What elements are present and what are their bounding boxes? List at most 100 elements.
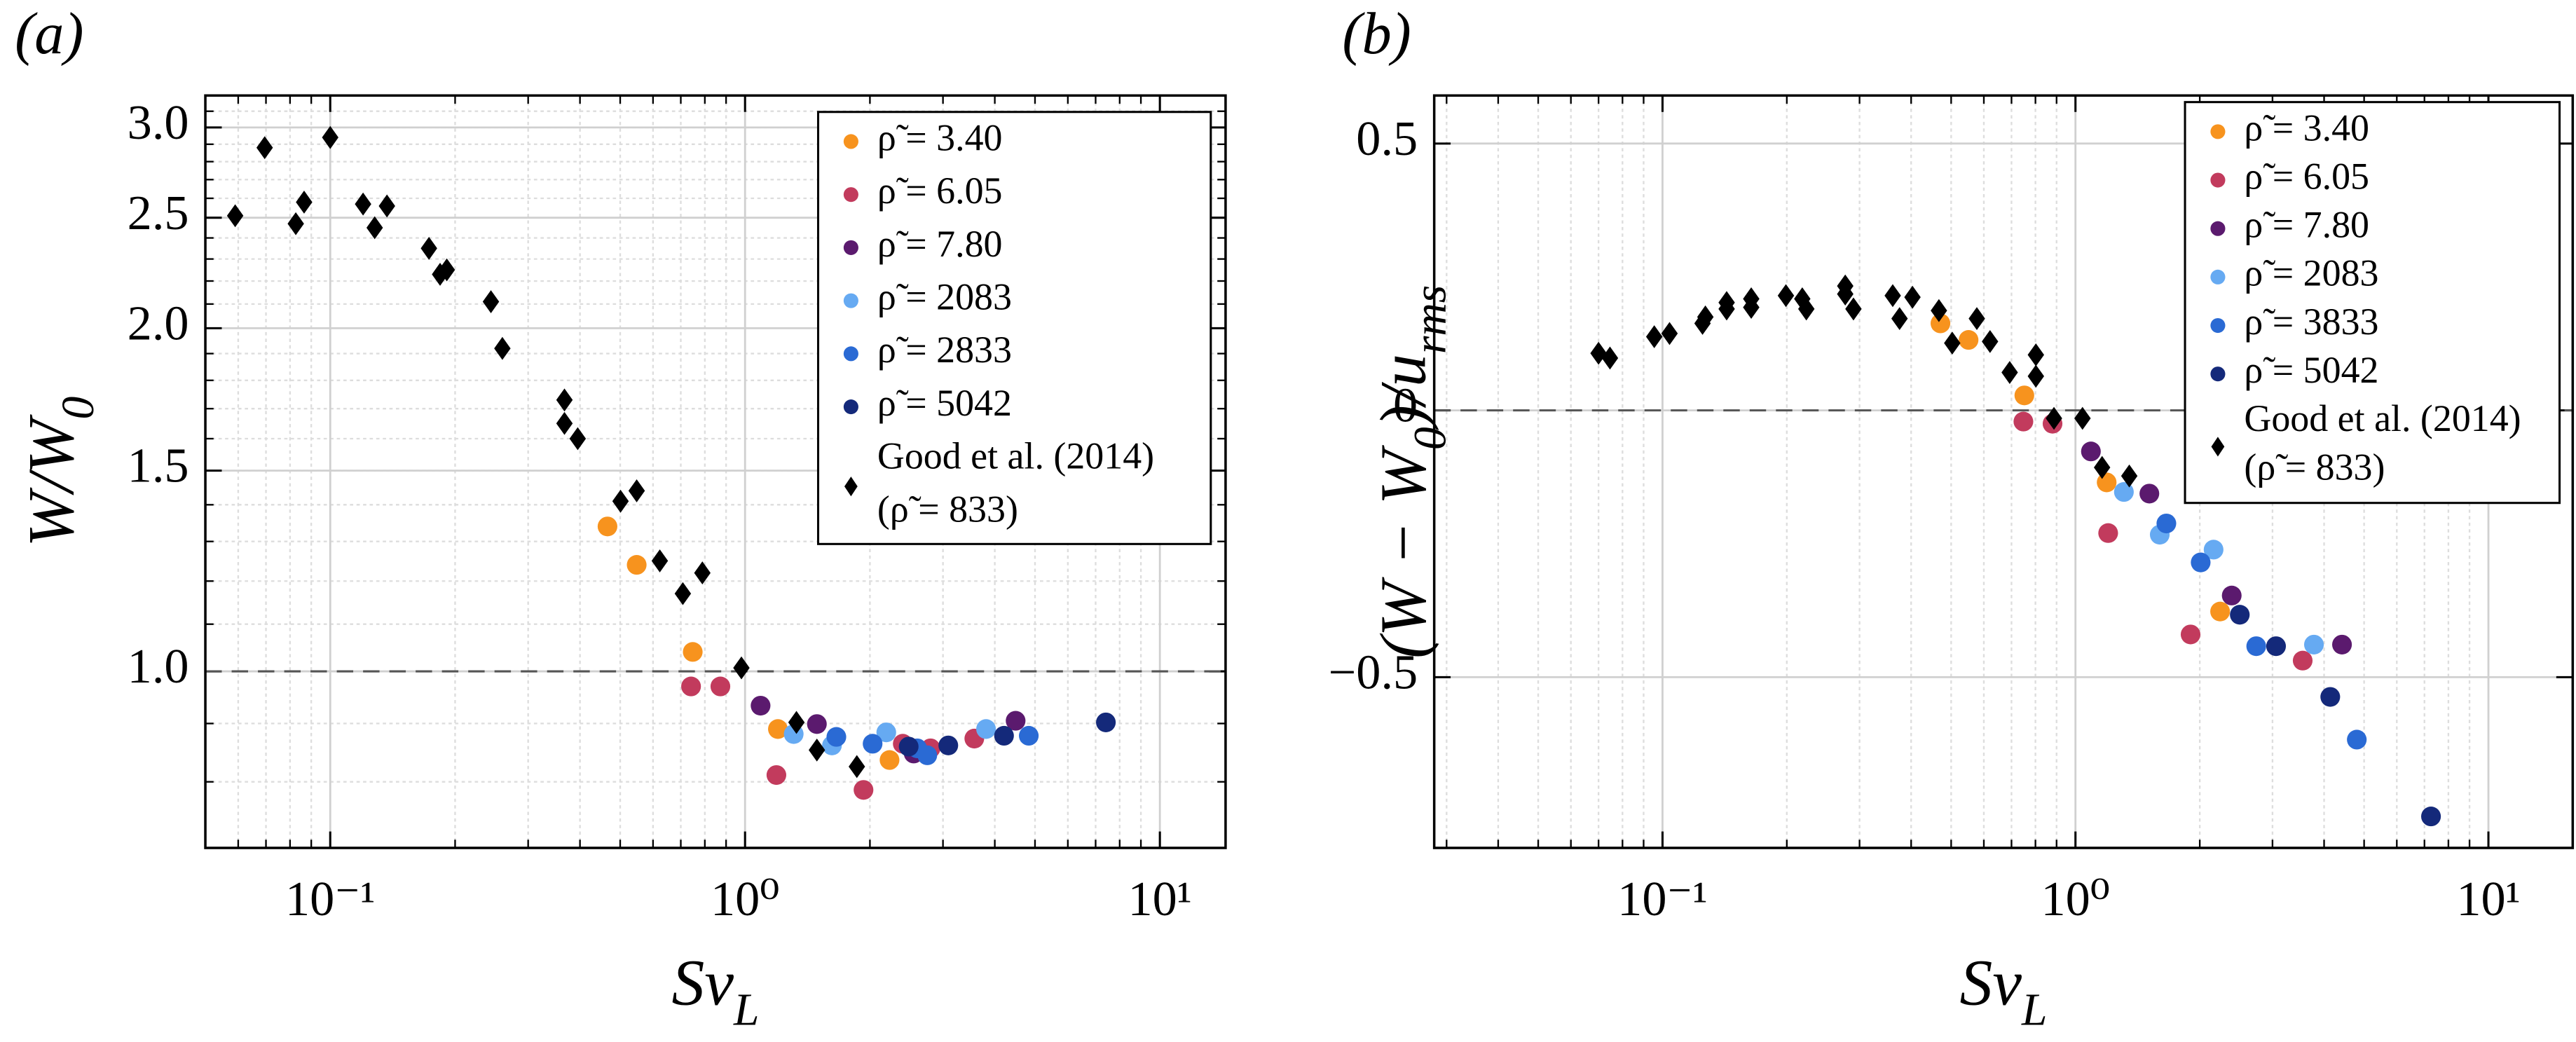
circle-marker [2292,650,2313,671]
diamond-marker [1891,307,1908,331]
circle-marker [2421,807,2441,827]
legend-marker [844,477,858,497]
circle-marker [626,555,647,575]
circle-marker [766,765,786,786]
panel-label: (b) [1342,1,1411,67]
y-tick-label: 1.0 [128,639,189,694]
panel-label: (a) [15,1,83,67]
label-part: (W − W [1366,444,1439,658]
y-axis-label: W/W0 [15,397,104,547]
circle-marker [2266,636,2287,657]
diamond-marker [1982,329,1999,353]
legend-label: ρ̃ = 3833 [2244,301,2378,343]
diamond-marker [1845,297,1862,321]
circle-marker [976,719,996,739]
diamond-marker [1968,307,1985,331]
circle-marker [2081,441,2101,462]
diamond-marker [612,489,629,513]
diamond-marker [651,549,669,573]
legend-label: Good et al. (2014) [2244,397,2521,439]
legend-label: ρ̃ = 5042 [877,382,1012,424]
circle-marker [1019,725,1039,746]
legend-label: ρ̃ = 7.80 [877,223,1003,265]
circle-marker [2180,624,2201,645]
diamond-marker [296,191,313,214]
circle-marker [2347,729,2367,750]
y-tick-label: 0 [1393,378,1418,433]
circle-marker [1930,313,1951,334]
diamond-marker [1944,331,1961,355]
circle-marker [768,719,788,739]
legend-marker [843,187,858,203]
circle-marker [898,736,919,757]
diamond-marker [2093,455,2111,479]
diamond-marker [355,192,371,216]
circle-marker [863,734,883,754]
x-axis-label: SvL [671,946,759,1036]
circle-marker [2320,687,2341,707]
legend-marker [2210,269,2226,285]
plot-frame [204,94,1227,849]
circle-marker [807,714,827,734]
circle-marker [751,695,771,716]
legend-marker [843,240,858,255]
diamond-marker [2074,406,2091,430]
circle-marker [1006,711,1026,731]
label-part: W/W [15,414,88,547]
diamond-marker [556,388,573,412]
diamond-marker [674,582,692,605]
diamond-marker [733,656,750,680]
y-tick-label: 2.5 [128,186,189,240]
legend-marker [2211,437,2225,457]
circle-marker [854,780,874,800]
y-tick-label: −0.5 [1329,645,1418,699]
circle-marker [2303,634,2324,654]
circle-marker [2230,605,2250,625]
legend-label: Good et al. (2014) [877,435,1154,477]
diamond-marker [322,125,338,149]
circle-marker [683,642,703,662]
x-tick-label: 10⁻¹ [1617,872,1708,926]
diamond-marker [2046,406,2062,430]
circle-marker [2156,513,2177,534]
diamond-marker [1904,285,1921,309]
legend-marker [2210,124,2226,139]
legend-label: ρ̃ = 3.40 [2244,107,2369,149]
y-tick-label: 0.5 [1356,111,1418,166]
diamond-marker [420,237,437,260]
x-tick-label: 10¹ [1128,872,1191,926]
circle-marker [938,735,959,755]
diamond-marker [366,216,383,240]
diamond-marker [438,258,455,282]
label-part: Sv [671,946,734,1019]
x-tick-label: 10⁻¹ [285,872,376,926]
diamond-marker [1931,299,1947,322]
legend-marker [2210,172,2226,188]
circle-marker [994,725,1014,746]
diamond-marker [2001,361,2018,384]
diamond-marker [378,194,395,218]
x-tick-label: 10¹ [2456,872,2520,926]
diamond-marker [809,738,825,762]
circle-marker [2332,634,2352,654]
legend-marker [843,399,858,415]
legend-label: ρ̃ = 6.05 [877,170,1003,212]
circle-marker [826,727,847,747]
label-part: Sv [1959,946,2022,1019]
x-axis-label: SvL [1959,946,2047,1036]
circle-marker [876,722,896,743]
diamond-marker [1645,325,1663,348]
diamond-marker [1797,297,1815,321]
diamond-marker [2027,343,2044,366]
legend-label: ρ̃ = 2083 [2244,252,2378,294]
circle-marker [2203,540,2224,560]
circle-marker [2221,585,2242,605]
label-part: 0 [1406,427,1456,450]
diamond-marker [1718,291,1735,315]
label-part: 0 [53,397,104,420]
legend-marker [843,346,858,362]
circle-marker [1096,712,1116,732]
diamond-marker [1837,282,1854,306]
legend-box [2184,101,2561,505]
